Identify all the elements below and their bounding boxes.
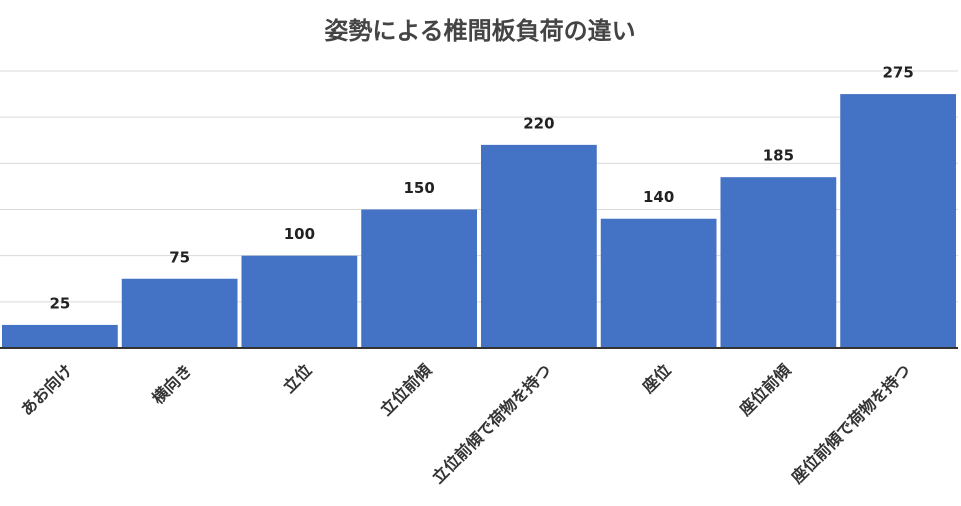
bar — [121, 278, 238, 348]
x-tick-label: 座位 — [638, 361, 675, 398]
value-label: 140 — [643, 188, 674, 206]
x-tick-label: 立位前傾 — [376, 360, 435, 419]
x-tick-label: 立位前傾で荷物を持つ — [428, 361, 555, 488]
x-tick-label: 横向き — [148, 361, 195, 408]
bar — [720, 177, 837, 348]
x-tick-label: 座位前傾 — [735, 360, 795, 420]
value-label: 75 — [169, 248, 190, 266]
chart-title: 姿勢による椎間板負荷の違い — [324, 17, 635, 45]
value-label: 150 — [403, 179, 434, 197]
x-tick-label: あお向け — [17, 361, 76, 420]
bar — [600, 218, 717, 348]
x-tick-label: 立位 — [279, 361, 315, 397]
bar — [481, 144, 597, 348]
bar — [361, 209, 477, 348]
value-label: 100 — [284, 225, 315, 243]
value-label: 220 — [523, 114, 554, 132]
bar — [2, 324, 118, 348]
x-tick-label: 座位前傾で荷物を持つ — [787, 361, 914, 488]
value-label: 185 — [763, 147, 794, 165]
bar — [241, 255, 358, 348]
value-label: 25 — [49, 294, 70, 312]
bar — [840, 94, 956, 348]
value-label: 275 — [882, 64, 913, 82]
